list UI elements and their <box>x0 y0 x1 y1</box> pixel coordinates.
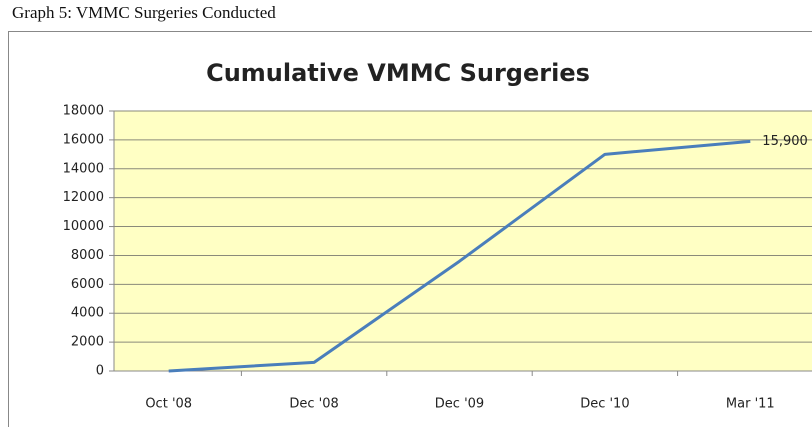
y-tick-label: 12000 <box>63 190 104 205</box>
x-tick-label: Dec '10 <box>580 397 629 412</box>
y-tick-label: 4000 <box>71 306 104 321</box>
y-tick-label: 10000 <box>63 219 104 234</box>
y-tick-label: 0 <box>96 364 104 379</box>
y-tick-label: 18000 <box>63 104 104 119</box>
y-tick-label: 14000 <box>63 161 104 176</box>
y-tick-label: 8000 <box>71 248 104 263</box>
y-tick-label: 6000 <box>71 277 104 292</box>
x-tick-label: Dec '09 <box>435 397 484 412</box>
y-tick-label: 16000 <box>63 132 104 147</box>
line <box>168 139 751 373</box>
plot-area <box>114 111 812 371</box>
x-tick-label: Mar '11 <box>726 397 775 412</box>
chart-title: Cumulative VMMC Surgeries <box>206 59 590 87</box>
y-tick-label: 2000 <box>71 335 104 350</box>
x-tick-label: Dec '08 <box>289 397 338 412</box>
x-tick-label: Oct '08 <box>145 397 192 412</box>
value-label: 15,900 <box>762 134 808 149</box>
caption: Graph 5: VMMC Surgeries Conducted <box>12 3 276 22</box>
